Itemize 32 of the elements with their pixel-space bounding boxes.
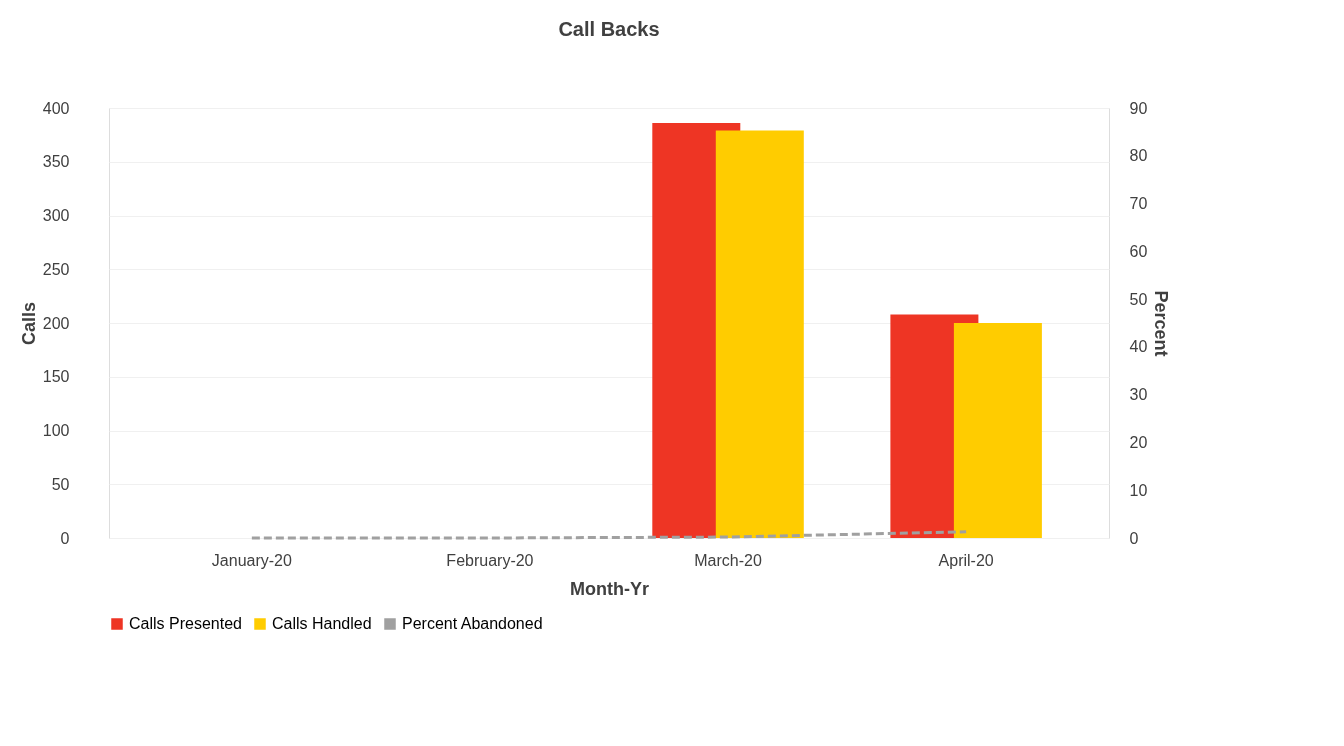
chart-title: Call Backs: [558, 18, 660, 40]
y2-tick-label: 10: [1129, 481, 1148, 499]
y-tick-label: 0: [60, 529, 70, 547]
y2-tick-label: 80: [1129, 147, 1148, 165]
y-tick-label: 150: [42, 368, 70, 386]
x-axis-title: Month-Yr: [570, 578, 649, 599]
y2-tick-label: 40: [1129, 338, 1148, 356]
x-tick-label: January-20: [211, 551, 292, 569]
y2-axis-title: Percent: [1151, 290, 1172, 357]
y2-tick-label: 20: [1129, 433, 1148, 451]
legend-label: Calls Handled: [272, 615, 372, 632]
y2-tick-label: 70: [1129, 195, 1148, 213]
y2-tick-label: 90: [1129, 99, 1148, 117]
y2-tick-label: 0: [1129, 529, 1139, 547]
x-tick-label: February-20: [446, 551, 534, 569]
y-tick-label: 50: [51, 475, 70, 493]
y-tick-label: 300: [42, 207, 70, 224]
y-tick-label: 350: [42, 153, 70, 171]
y2-tick-label: 50: [1129, 290, 1148, 308]
y-tick-label: 200: [42, 314, 70, 332]
y2-tick-label: 60: [1129, 242, 1148, 260]
bar: [953, 323, 1042, 538]
x-tick-label: April-20: [938, 551, 994, 569]
y-tick-label: 400: [42, 99, 70, 117]
y-tick-label: 250: [42, 260, 70, 278]
y-axis-title: Calls: [18, 301, 39, 346]
y2-tick-label: 30: [1129, 386, 1148, 404]
legend-label: Calls Presented: [129, 615, 242, 632]
legend-label: Percent Abandoned: [402, 615, 543, 632]
y-tick-label: 100: [42, 422, 70, 439]
x-tick-label: March-20: [694, 551, 762, 569]
bar: [715, 130, 804, 538]
